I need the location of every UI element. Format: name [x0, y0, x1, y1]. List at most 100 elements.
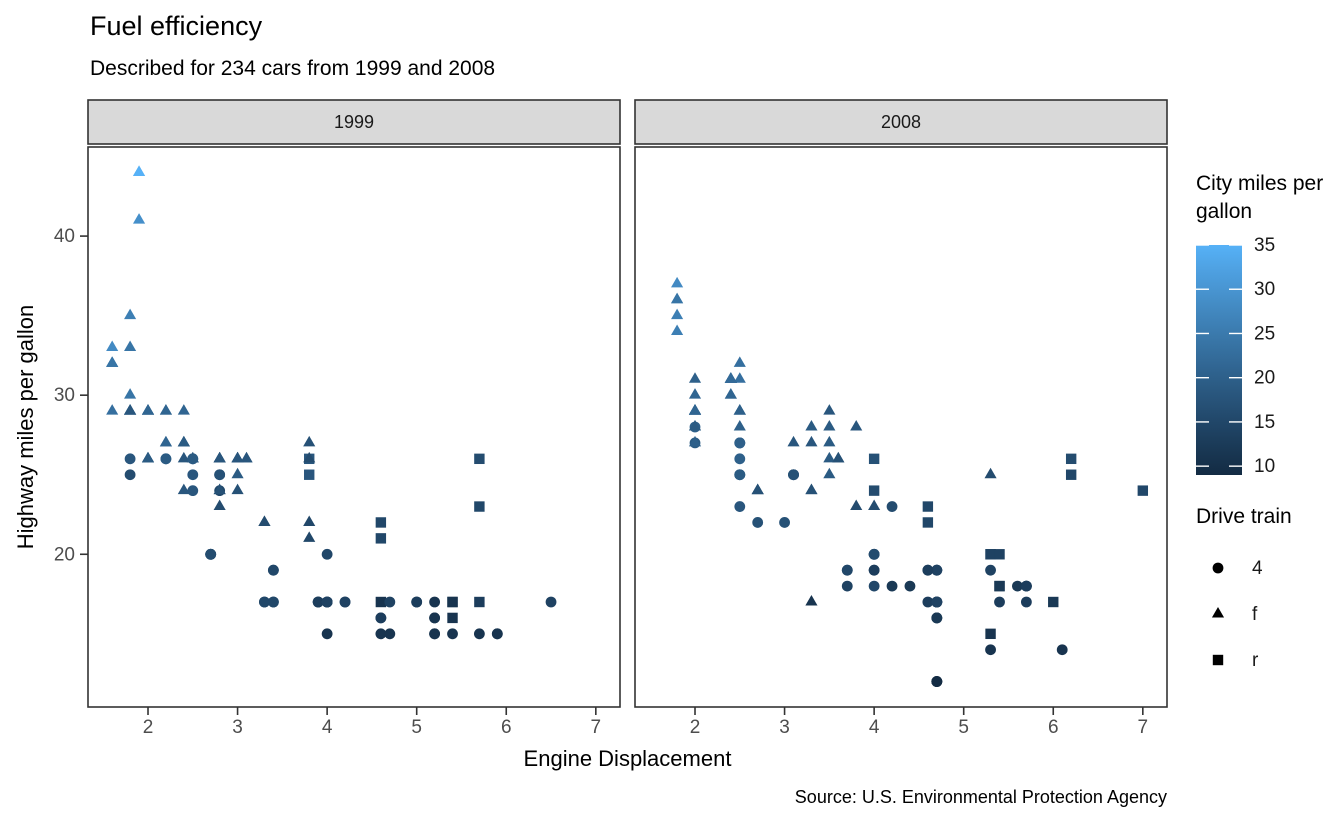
data-point: [671, 324, 684, 336]
data-point: [734, 437, 746, 449]
data-point: [447, 596, 458, 608]
data-point: [787, 435, 800, 447]
data-point: [231, 483, 244, 495]
data-point: [886, 580, 898, 592]
data-point: [159, 404, 172, 415]
data-point: [671, 292, 684, 304]
data-point: [303, 515, 316, 526]
data-point: [832, 451, 845, 463]
data-point: [384, 628, 396, 640]
panel: [634, 146, 1168, 708]
data-point: [1137, 485, 1149, 496]
data-point: [106, 356, 119, 367]
data-point: [187, 485, 199, 497]
data-point: [733, 356, 746, 367]
data-point: [823, 435, 836, 447]
data-point: [473, 628, 485, 640]
facet-strip: [87, 99, 621, 145]
data-point: [841, 564, 853, 576]
data-point: [375, 517, 387, 528]
data-point: [1211, 607, 1225, 618]
data-point: [688, 404, 702, 415]
colorbar-tick-label: 10: [1254, 456, 1275, 477]
data-point: [474, 501, 485, 512]
facet-strip-label: 2008: [881, 112, 921, 132]
x-tick-label: 2: [143, 717, 154, 738]
data-point: [724, 372, 737, 383]
facet-strip: [634, 99, 1168, 145]
caption: Source: U.S. Environmental Protection Ag…: [794, 787, 1167, 807]
data-point: [177, 404, 190, 415]
data-point: [124, 340, 137, 351]
legend-shape-label: 4: [1252, 558, 1263, 579]
data-point: [267, 596, 279, 608]
data-point: [751, 483, 764, 495]
data-point: [321, 628, 333, 640]
data-point: [474, 596, 485, 608]
data-point: [984, 467, 997, 479]
x-tick-label: 4: [322, 717, 333, 738]
data-point: [850, 420, 863, 431]
data-point: [303, 435, 316, 447]
data-point: [375, 628, 387, 640]
data-point: [304, 469, 315, 480]
data-point: [213, 499, 226, 511]
colorbar-tick-label: 35: [1254, 235, 1275, 256]
data-point: [788, 469, 799, 481]
data-point: [231, 451, 244, 463]
data-point: [177, 435, 190, 447]
data-point: [886, 501, 898, 512]
data-point: [303, 531, 316, 542]
data-point: [904, 580, 916, 592]
data-point: [922, 517, 934, 528]
data-point: [733, 404, 746, 415]
data-point: [240, 451, 253, 463]
data-point: [688, 420, 702, 431]
data-point: [429, 596, 441, 608]
data-point: [931, 676, 943, 687]
data-point: [931, 612, 943, 624]
data-point: [734, 501, 746, 512]
data-point: [447, 628, 458, 640]
x-tick-label: 5: [958, 717, 969, 738]
data-point: [841, 580, 853, 592]
data-point: [931, 596, 943, 608]
data-point: [805, 595, 818, 606]
data-point: [1056, 644, 1068, 656]
data-point: [922, 564, 934, 576]
data-point: [724, 388, 737, 399]
data-point: [491, 628, 503, 640]
data-point: [384, 596, 396, 608]
data-point: [267, 564, 279, 576]
data-point: [868, 453, 880, 465]
data-point: [823, 451, 836, 463]
data-point: [474, 453, 485, 465]
data-point: [106, 404, 119, 415]
data-point: [411, 596, 423, 608]
data-point: [1048, 596, 1059, 608]
data-point: [931, 564, 943, 576]
data-point: [321, 548, 333, 560]
data-point: [141, 404, 155, 415]
y-tick-label: 40: [54, 226, 75, 247]
data-point: [734, 453, 746, 465]
legend-shape-label: f: [1252, 604, 1258, 625]
data-point: [1212, 654, 1224, 666]
data-point: [160, 453, 172, 465]
data-point: [805, 420, 818, 431]
chart-subtitle: Described for 234 cars from 1999 and 200…: [90, 57, 496, 80]
data-point: [124, 469, 136, 481]
data-point: [205, 548, 217, 560]
data-point: [429, 628, 441, 640]
data-point: [733, 372, 746, 383]
data-point: [734, 469, 746, 481]
data-point: [994, 596, 1005, 608]
data-point: [258, 515, 271, 526]
data-point: [231, 467, 244, 479]
data-point: [214, 469, 226, 481]
data-point: [187, 469, 199, 481]
data-point: [1020, 580, 1032, 592]
data-point: [213, 483, 226, 495]
data-point: [1212, 562, 1224, 574]
data-point: [868, 548, 880, 560]
